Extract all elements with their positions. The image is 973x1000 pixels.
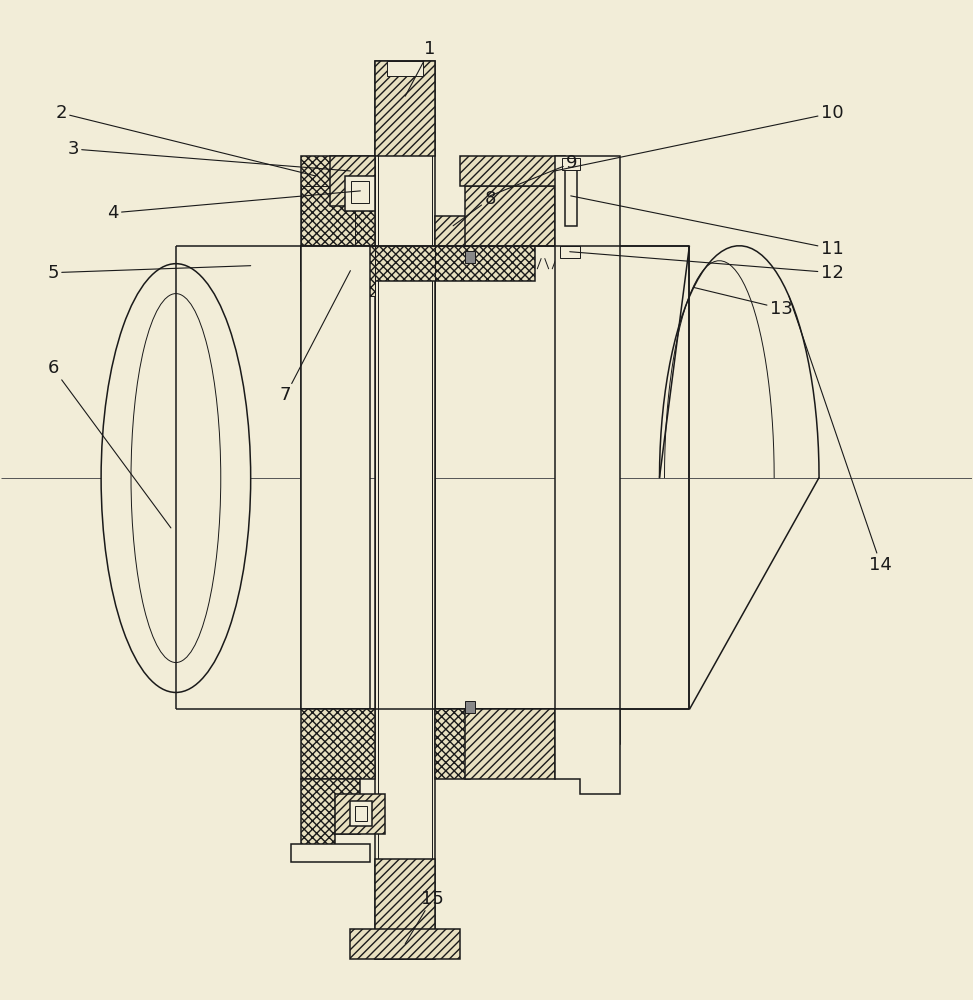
Bar [561, 158, 580, 170]
Bar [376, 61, 435, 959]
Polygon shape [336, 794, 385, 834]
Text: 3: 3 [67, 140, 350, 171]
Text: 5: 5 [48, 264, 251, 282]
Bar [291, 844, 371, 862]
Polygon shape [435, 216, 470, 246]
Polygon shape [555, 709, 620, 794]
Ellipse shape [101, 264, 251, 692]
Ellipse shape [131, 294, 221, 663]
Bar [351, 181, 370, 203]
Bar [387, 61, 423, 76]
Text: 12: 12 [570, 252, 844, 282]
Polygon shape [301, 156, 376, 246]
Text: 15: 15 [405, 890, 444, 944]
Polygon shape [465, 709, 555, 779]
Polygon shape [301, 709, 376, 779]
Bar [301, 246, 690, 709]
Polygon shape [376, 61, 435, 156]
Polygon shape [301, 779, 360, 859]
Text: 11: 11 [571, 196, 844, 258]
Bar [345, 176, 376, 211]
Text: 6: 6 [48, 359, 171, 528]
Text: 2: 2 [55, 104, 315, 176]
Bar [465, 701, 475, 713]
Bar [564, 166, 577, 226]
Bar [301, 246, 371, 709]
Polygon shape [435, 709, 470, 779]
Polygon shape [331, 156, 376, 206]
Bar [350, 801, 373, 826]
Polygon shape [301, 246, 535, 281]
Polygon shape [465, 186, 555, 246]
Text: 13: 13 [694, 287, 793, 318]
Polygon shape [460, 156, 564, 186]
Bar [355, 806, 368, 821]
Polygon shape [555, 156, 620, 744]
Bar [465, 251, 475, 263]
Bar [559, 246, 580, 258]
Text: 9: 9 [490, 154, 578, 196]
Text: 1: 1 [405, 40, 436, 96]
Text: 10: 10 [555, 104, 844, 171]
Text: 8: 8 [453, 190, 495, 226]
Polygon shape [376, 859, 435, 959]
Text: 7: 7 [280, 271, 350, 404]
Polygon shape [301, 246, 376, 296]
Text: 14: 14 [789, 296, 892, 574]
Bar [350, 929, 460, 959]
Bar [301, 186, 355, 246]
Text: 4: 4 [107, 191, 360, 222]
